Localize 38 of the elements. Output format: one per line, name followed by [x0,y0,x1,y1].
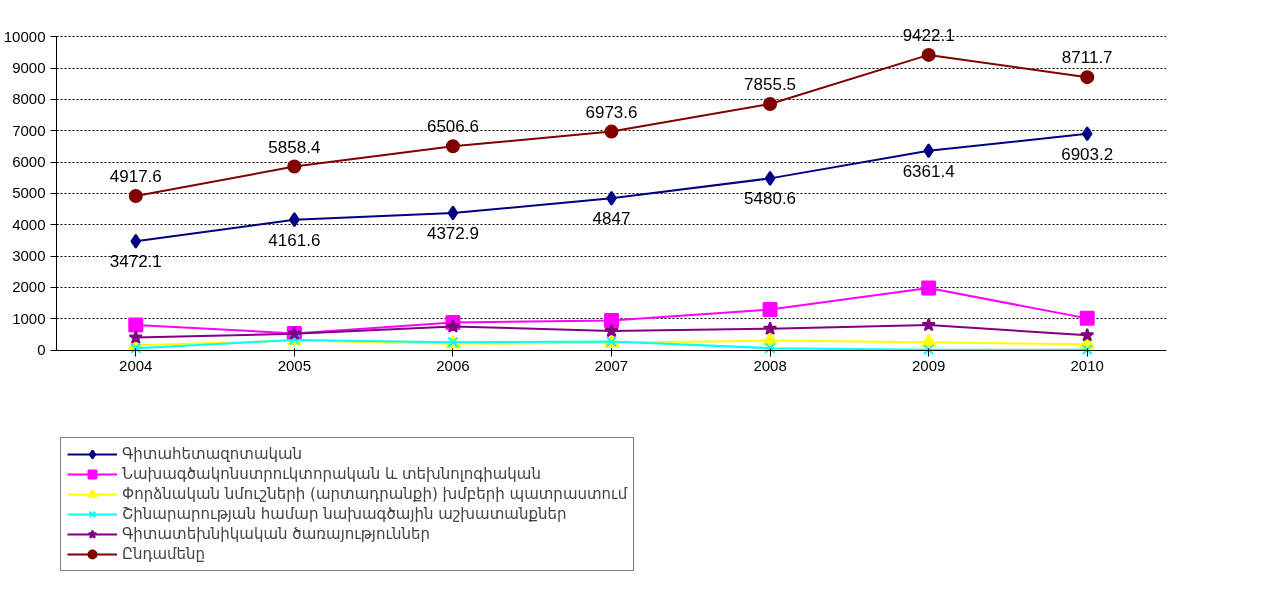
legend-label: Գիտահետազոտական [122,445,303,463]
legend-label: Ընդամենը [122,545,206,563]
y-tick-label: 5000 [12,184,46,202]
data-label: 8711.7 [1061,48,1113,68]
data-label: 7855.5 [744,74,797,94]
y-tick-label: 0 [37,341,46,359]
data-label: 4161.6 [268,230,321,250]
data-label: 6361.4 [902,161,955,181]
legend-label: Փորձնական նմուշների (արտադրանքի) խմբերի պատրաստում [122,485,628,503]
data-label: 9422.1 [902,25,955,45]
data-label: 6973.6 [585,102,638,122]
y-tick-label: 4000 [12,215,46,233]
y-tick-label: 7000 [12,121,46,139]
x-tick-label: 2008 [753,357,787,375]
legend-label: Գիտատեխնիկական ծառայություններ [122,525,430,543]
legend-label: Նախագծակոնստրուկտորական և տեխնոլոգիական [122,465,541,483]
data-label: 4917.6 [109,166,162,186]
data-label: 6506.6 [426,117,479,137]
x-tick-label: 2004 [119,357,153,375]
data-label: 5858.4 [268,137,321,157]
y-tick-label: 10000 [3,27,46,45]
y-tick-label: 1000 [12,309,46,327]
y-tick-label: 9000 [12,59,46,77]
y-tick-label: 6000 [12,153,46,171]
x-tick-label: 2006 [436,357,470,375]
x-tick-label: 2007 [594,357,629,375]
y-tick-label: 2000 [12,278,46,296]
data-label: 4372.9 [426,224,479,244]
data-label: 6903.2 [1061,144,1114,164]
y-tick-label: 8000 [12,90,46,108]
x-tick-label: 2005 [277,357,312,375]
x-tick-label: 2010 [1070,357,1104,375]
x-tick-label: 2009 [911,357,946,375]
y-tick-label: 3000 [12,247,46,265]
data-label: 3472.1 [109,252,162,272]
data-label: 5480.6 [744,189,797,209]
data-label: 4847 [592,209,631,229]
legend-label: Շինարարության համար նախագծային աշխատանքներ [122,505,567,523]
